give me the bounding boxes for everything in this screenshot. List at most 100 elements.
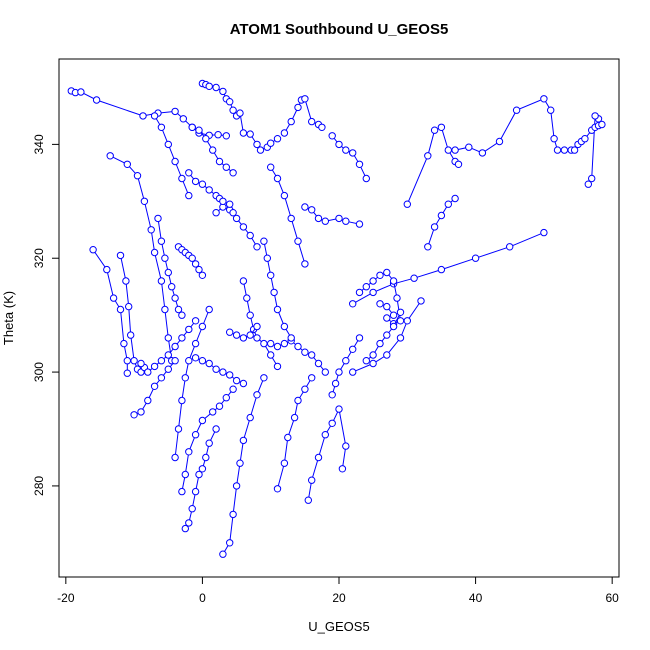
- data-point: [540, 95, 548, 103]
- data-point: [103, 265, 111, 274]
- data-point: [396, 317, 405, 325]
- data-point: [430, 126, 439, 134]
- data-point: [137, 408, 145, 416]
- data-point: [226, 328, 234, 336]
- data-point: [308, 206, 316, 214]
- data-point: [246, 231, 254, 240]
- data-point: [335, 405, 343, 413]
- data-point: [383, 268, 391, 277]
- series-line: [120, 255, 146, 373]
- series-11: [570, 112, 606, 188]
- data-point: [191, 339, 200, 348]
- data-point: [437, 123, 446, 132]
- data-point: [236, 459, 244, 467]
- data-point: [560, 146, 569, 154]
- data-point: [328, 391, 336, 399]
- series-12: [349, 228, 548, 308]
- data-point: [280, 459, 289, 467]
- data-point: [137, 359, 145, 368]
- series-line: [109, 155, 173, 361]
- data-point: [157, 123, 166, 132]
- data-point: [349, 149, 357, 157]
- x-axis-label: U_GEOS5: [308, 619, 369, 634]
- data-point: [451, 146, 459, 154]
- data-point: [212, 83, 220, 92]
- data-point: [437, 211, 446, 220]
- data-point: [195, 265, 203, 274]
- data-point: [540, 228, 548, 237]
- data-point: [205, 439, 213, 447]
- data-point: [157, 237, 166, 245]
- data-point: [267, 339, 275, 348]
- data-point: [246, 130, 254, 138]
- data-point: [253, 243, 261, 251]
- series-30: [185, 169, 234, 208]
- data-point: [273, 174, 282, 183]
- data-point: [133, 172, 142, 180]
- data-point: [301, 260, 309, 268]
- data-point: [294, 342, 302, 351]
- y-axis: 280 300 320 340: [32, 134, 60, 496]
- data-point: [122, 277, 130, 285]
- series-23: [178, 385, 237, 496]
- y-tick-label: 340: [32, 134, 46, 154]
- data-point: [109, 294, 118, 302]
- data-point: [287, 334, 295, 342]
- data-point: [308, 374, 316, 382]
- series-line: [277, 377, 313, 489]
- data-point: [430, 223, 439, 231]
- data-point: [280, 129, 289, 137]
- data-point: [301, 385, 309, 393]
- data-point: [188, 254, 196, 262]
- data-point: [331, 379, 340, 388]
- data-point: [191, 431, 200, 439]
- data-point: [304, 496, 312, 504]
- data-point: [424, 243, 432, 251]
- data-point: [308, 351, 316, 359]
- data-point: [284, 433, 292, 442]
- data-point: [195, 126, 203, 134]
- data-point: [222, 132, 231, 140]
- data-point: [185, 325, 193, 334]
- data-point: [168, 283, 176, 291]
- data-point: [376, 300, 384, 308]
- data-point: [253, 322, 261, 331]
- data-point: [246, 331, 254, 339]
- data-point: [120, 339, 128, 348]
- series-33: [267, 163, 309, 268]
- data-point: [212, 425, 220, 433]
- data-point: [321, 431, 329, 439]
- data-point: [92, 96, 101, 104]
- series-9: [424, 194, 459, 251]
- data-point: [130, 357, 138, 365]
- data-point: [362, 174, 370, 183]
- data-point: [506, 243, 514, 251]
- data-point: [321, 368, 329, 376]
- data-point: [130, 411, 138, 419]
- data-point: [106, 152, 114, 160]
- x-tick-label: 0: [199, 591, 206, 605]
- data-point: [77, 88, 85, 96]
- data-point: [465, 143, 473, 151]
- data-point: [222, 394, 231, 402]
- series-20: [273, 374, 316, 493]
- data-point: [198, 357, 207, 365]
- data-point: [195, 470, 203, 479]
- series-19: [304, 405, 350, 504]
- data-point: [290, 413, 299, 422]
- data-point: [164, 365, 173, 373]
- data-point: [260, 339, 268, 348]
- data-point: [161, 305, 169, 314]
- series-38: [328, 334, 364, 399]
- data-point: [267, 139, 275, 147]
- series-24: [171, 305, 213, 462]
- data-point: [314, 214, 323, 223]
- data-point: [550, 135, 558, 143]
- data-point: [161, 254, 169, 262]
- data-point: [226, 200, 234, 208]
- series-14: [362, 300, 405, 365]
- data-point: [342, 217, 350, 225]
- data-point: [321, 217, 329, 225]
- data-point: [301, 95, 309, 103]
- data-point: [219, 550, 227, 558]
